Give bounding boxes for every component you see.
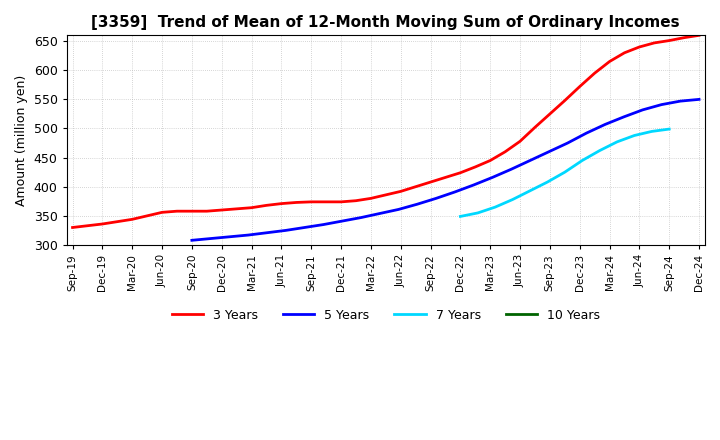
Y-axis label: Amount (million yen): Amount (million yen) [15, 74, 28, 206]
Title: [3359]  Trend of Mean of 12-Month Moving Sum of Ordinary Incomes: [3359] Trend of Mean of 12-Month Moving … [91, 15, 680, 30]
Legend: 3 Years, 5 Years, 7 Years, 10 Years: 3 Years, 5 Years, 7 Years, 10 Years [166, 304, 605, 327]
